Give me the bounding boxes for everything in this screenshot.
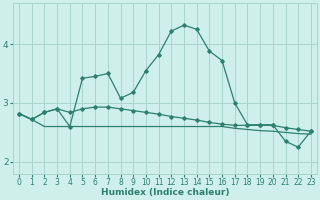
X-axis label: Humidex (Indice chaleur): Humidex (Indice chaleur) [101,188,229,197]
